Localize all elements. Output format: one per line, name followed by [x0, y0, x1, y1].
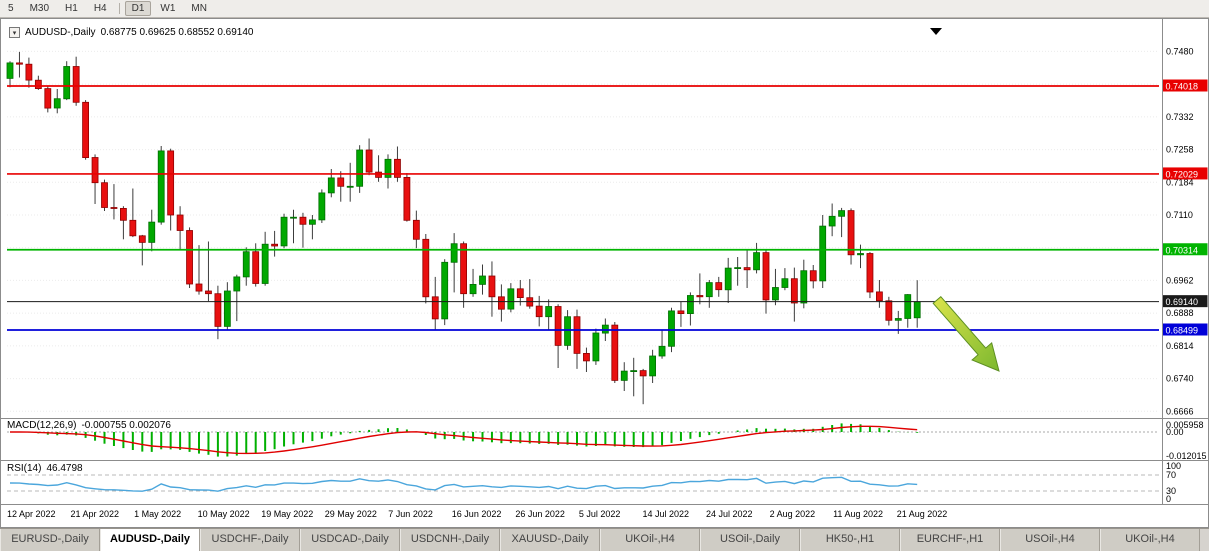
- chart-tab-usdcnh-daily[interactable]: USDCNH-,Daily: [400, 529, 500, 551]
- rsi-line: [9, 476, 918, 492]
- svg-text:16 Jun 2022: 16 Jun 2022: [452, 509, 502, 519]
- chart-tab-usdchf-daily[interactable]: USDCHF-,Daily: [200, 529, 300, 551]
- svg-text:0.68499: 0.68499: [1166, 325, 1199, 335]
- svg-text:11 Aug 2022: 11 Aug 2022: [833, 509, 883, 519]
- macd-values: -0.000755 0.002076: [81, 420, 171, 431]
- price-tags: 0.74018 0.72029 0.70314 0.68499 0.69140: [1162, 79, 1208, 336]
- timeframe-toolbar: 5 M30 H1 H4 D1 W1 MN: [0, 0, 1209, 18]
- svg-text:70: 70: [1166, 470, 1176, 480]
- macd-signal-line: [10, 425, 918, 455]
- chart-window-icon[interactable]: ▾: [9, 27, 20, 38]
- svg-text:14 Jul 2022: 14 Jul 2022: [643, 509, 690, 519]
- svg-text:0.7184: 0.7184: [1166, 177, 1194, 187]
- chart-title: ▾ AUDUSD-,Daily 0.68775 0.69625 0.68552 …: [9, 27, 254, 38]
- svg-text:0.6888: 0.6888: [1166, 308, 1194, 318]
- svg-text:0: 0: [1166, 494, 1171, 504]
- svg-text:1 May 2022: 1 May 2022: [134, 509, 181, 519]
- svg-text:30: 30: [1166, 486, 1176, 496]
- svg-text:0.7110: 0.7110: [1166, 210, 1193, 220]
- chart-tab-eurusd-daily[interactable]: EURUSD-,Daily: [0, 529, 100, 551]
- macd-name: MACD(12,26,9): [7, 420, 77, 431]
- chart-tab-eurchf-h1[interactable]: EURCHF-,H1: [900, 529, 1000, 551]
- svg-text:5 Jul 2022: 5 Jul 2022: [579, 509, 621, 519]
- rsi-name: RSI(14): [7, 463, 42, 474]
- timeframe-button-h1[interactable]: H1: [65, 3, 78, 14]
- toolbar-separator: [118, 3, 120, 14]
- chart-tab-usdcad-daily[interactable]: USDCAD-,Daily: [300, 529, 400, 551]
- timeframe-button-h4[interactable]: H4: [93, 3, 107, 14]
- svg-text:0.6962: 0.6962: [1166, 275, 1194, 285]
- svg-text:24 Jul 2022: 24 Jul 2022: [706, 509, 753, 519]
- svg-text:21 Apr 2022: 21 Apr 2022: [71, 509, 120, 519]
- svg-text:0.7258: 0.7258: [1166, 145, 1194, 155]
- chart-shift-marker-icon: [930, 28, 942, 35]
- svg-text:0.74018: 0.74018: [1166, 82, 1199, 92]
- price-axis-labels: 0.74800.74060.73320.72580.71840.71100.70…: [1166, 46, 1194, 416]
- chart-tab-ukoil-h4[interactable]: UKOil-,H4: [600, 529, 700, 551]
- svg-text:0.6666: 0.6666: [1166, 406, 1194, 416]
- svg-text:10 May 2022: 10 May 2022: [198, 509, 250, 519]
- price-grid: [7, 50, 1159, 412]
- candlestick-series: [6, 51, 921, 405]
- chart-title-ohlc: 0.68775 0.69625 0.68552 0.69140: [100, 27, 254, 38]
- svg-text:2 Aug 2022: 2 Aug 2022: [770, 509, 816, 519]
- timeframe-button-w1[interactable]: W1: [160, 3, 176, 14]
- down-arrow-annotation[interactable]: [932, 295, 1000, 372]
- chart-tab-hk50-h1[interactable]: HK50-,H1: [800, 529, 900, 551]
- svg-text:12 Apr 2022: 12 Apr 2022: [7, 509, 56, 519]
- svg-text:26 Jun 2022: 26 Jun 2022: [515, 509, 565, 519]
- chart-tab-ukoil-h4[interactable]: UKOil-,H4: [1100, 529, 1200, 551]
- svg-text:0.69140: 0.69140: [1166, 297, 1199, 307]
- chart-title-symbol: AUDUSD-,Daily: [25, 27, 96, 38]
- svg-text:0.6740: 0.6740: [1166, 374, 1194, 384]
- svg-text:100: 100: [1166, 461, 1181, 471]
- svg-text:0.70314: 0.70314: [1166, 245, 1199, 255]
- svg-text:29 May 2022: 29 May 2022: [325, 509, 377, 519]
- svg-text:0.7480: 0.7480: [1166, 46, 1194, 56]
- horizontal-line-objects[interactable]: [7, 85, 1159, 331]
- timeframe-button-d1[interactable]: D1: [124, 1, 152, 16]
- svg-text:-0.012015: -0.012015: [1166, 451, 1207, 461]
- chart-tab-usoil-daily[interactable]: USOil-,Daily: [700, 529, 800, 551]
- svg-text:0.7332: 0.7332: [1166, 112, 1194, 122]
- chart-tab-usoil-h4[interactable]: USOil-,H4: [1000, 529, 1100, 551]
- rsi-guides: [7, 474, 1159, 492]
- svg-text:0.005958: 0.005958: [1166, 420, 1204, 430]
- svg-text:21 Aug 2022: 21 Aug 2022: [897, 509, 948, 519]
- panel-separators: [1, 19, 1208, 505]
- rsi-indicator-label: RSI(14) 46.4798: [7, 463, 83, 474]
- rsi-value: 46.4798: [46, 463, 83, 474]
- time-axis-labels: 12 Apr 2022 21 Apr 2022 1 May 2022 10 May 2…: [7, 509, 947, 519]
- timeframe-button-m30[interactable]: M30: [29, 3, 50, 14]
- svg-text:0.6814: 0.6814: [1166, 341, 1194, 351]
- macd-indicator-label: MACD(12,26,9) -0.000755 0.002076: [7, 420, 171, 431]
- chart-tab-xauusd-daily[interactable]: XAUUSD-,Daily: [500, 529, 600, 551]
- svg-text:0.72029: 0.72029: [1166, 169, 1199, 179]
- chart-window[interactable]: 0.74800.74060.73320.72580.71840.71100.70…: [0, 18, 1209, 528]
- svg-text:0.00: 0.00: [1166, 427, 1184, 437]
- svg-text:19 May 2022: 19 May 2022: [261, 509, 313, 519]
- timeframe-button-mn[interactable]: MN: [191, 3, 207, 14]
- chart-tabs-bar: EURUSD-,Daily AUDUSD-,Daily USDCHF-,Daily U…: [0, 528, 1209, 551]
- timeframe-button-5[interactable]: 5: [8, 3, 14, 14]
- price-chart-canvas[interactable]: 0.74800.74060.73320.72580.71840.71100.70…: [1, 19, 1208, 527]
- chart-tab-audusd-daily[interactable]: AUDUSD-,Daily: [100, 529, 200, 551]
- svg-text:7 Jun 2022: 7 Jun 2022: [388, 509, 433, 519]
